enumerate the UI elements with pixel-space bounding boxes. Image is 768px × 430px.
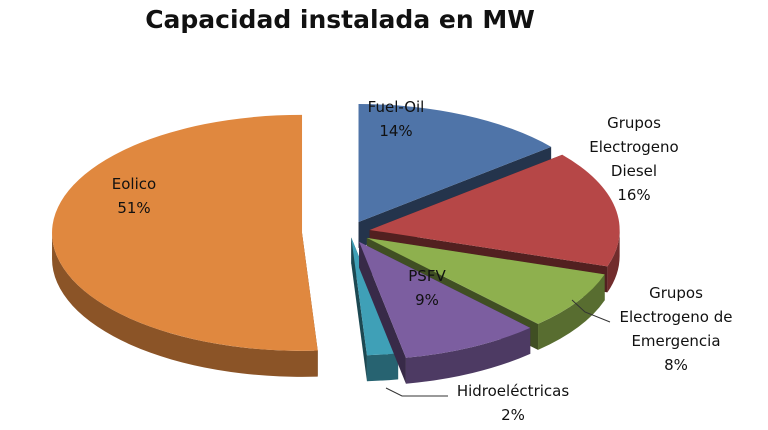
pie-slices [52, 104, 620, 384]
slice-value-hidroelectricas: 2% [501, 406, 525, 424]
slice-label-eolico: Eolico [112, 175, 156, 193]
leader-line-hidroelectricas [385, 387, 448, 397]
slice-label-grupos-electrogeno-de-emergencia: Grupos Electrogeno de Emergencia [620, 284, 733, 350]
pie-slice-eolico [52, 114, 318, 377]
chart-title: Capacidad instalada en MW [145, 5, 535, 34]
leader-line-grupos-electrogeno-de-emergencia [571, 299, 611, 323]
slice-label-hidroelectricas: Hidroeléctricas [457, 382, 570, 400]
slice-label-grupos-electrogeno-diesel: Grupos Electrogeno Diesel [589, 114, 678, 180]
slice-label-fuel-oil: Fuel-Oil [368, 98, 425, 116]
slice-value-fuel-oil: 14% [379, 122, 412, 140]
slice-value-grupos-electrogeno-diesel: 16% [617, 186, 650, 204]
slice-label-psfv: PSFV [408, 267, 446, 285]
slice-value-eolico: 51% [117, 199, 150, 217]
pie-labels: Fuel-Oil 14% Grupos Electrogeno Diesel 16% Gru… [112, 98, 733, 424]
slice-value-grupos-electrogeno-de-emergencia: 8% [664, 356, 688, 374]
slice-value-psfv: 9% [415, 291, 439, 309]
pie-slice-psfv [359, 241, 531, 384]
